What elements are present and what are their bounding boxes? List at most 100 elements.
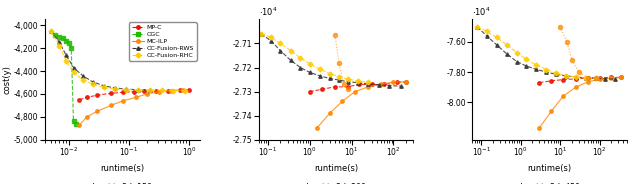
Line: MP-C: MP-C: [77, 89, 191, 101]
MP-C: [119, 91, 127, 93]
CC-Fusion-RWS: [474, 26, 481, 28]
CC-Fusion-RHC: [62, 60, 70, 62]
CC-Fusion-RHC: [532, 64, 540, 66]
CC-Fusion-RHC: [552, 72, 560, 74]
MC-ILP: [559, 95, 567, 97]
Line: CGC: CGC: [54, 34, 77, 125]
CC-Fusion-RWS: [100, 85, 108, 87]
MP-C: [536, 82, 543, 84]
MP-C: [140, 90, 148, 92]
CC-Fusion-RWS: [335, 79, 343, 81]
CC-Fusion-RHC: [296, 57, 304, 59]
MP-C: [572, 78, 580, 80]
CC-Fusion-RWS: [572, 76, 580, 78]
CC-Fusion-RHC: [326, 72, 333, 75]
CC-Fusion-RWS: [47, 30, 54, 32]
CC-Fusion-RWS: [56, 41, 63, 43]
MC-ILP: [536, 127, 543, 129]
CC-Fusion-RWS: [522, 65, 530, 67]
MC-ILP: [179, 89, 187, 91]
CC-Fusion-RWS: [296, 66, 304, 69]
CC-Fusion-RWS: [562, 75, 570, 77]
CC-Fusion-RHC: [582, 77, 589, 79]
CC-Fusion-RWS: [513, 60, 520, 63]
CC-Fusion-RWS: [592, 77, 600, 79]
MP-C: [164, 89, 172, 92]
MC-ILP: [547, 110, 555, 112]
MC-ILP: [313, 127, 321, 129]
CC-Fusion-RWS: [317, 75, 324, 77]
CC-Fusion-RWS: [257, 33, 265, 35]
CC-Fusion-RHC: [317, 68, 324, 71]
MC-ILP: [107, 104, 115, 107]
CC-Fusion-RWS: [602, 78, 609, 80]
Line: CC-Fusion-RHC: CC-Fusion-RHC: [260, 32, 370, 84]
Line: MP-C: MP-C: [538, 76, 623, 84]
Y-axis label: cost(y): cost(y): [2, 65, 11, 94]
MP-C: [185, 89, 193, 91]
Line: MC-ILP: MC-ILP: [316, 80, 408, 130]
CC-Fusion-RHC: [562, 75, 570, 77]
Line: CC-Fusion-RWS: CC-Fusion-RWS: [260, 32, 403, 88]
CC-Fusion-RHC: [56, 45, 63, 47]
MC-ILP: [584, 81, 591, 83]
CC-Fusion-RWS: [552, 73, 560, 75]
CC-Fusion-RWS: [111, 87, 118, 89]
CC-Fusion-RHC: [268, 36, 275, 38]
MP-C: [76, 99, 83, 101]
CC-Fusion-RHC: [111, 88, 118, 90]
CC-Fusion-RWS: [375, 84, 383, 86]
CC-Fusion-RWS: [503, 53, 511, 55]
CGC: [52, 34, 60, 37]
CC-Fusion-RHC: [493, 36, 500, 38]
CC-Fusion-RWS: [326, 77, 333, 79]
CC-Fusion-RWS: [134, 89, 141, 91]
X-axis label: runtime(s): runtime(s): [314, 164, 358, 173]
MC-ILP: [377, 83, 385, 86]
MC-ILP: [326, 112, 333, 114]
CC-Fusion-RWS: [354, 82, 362, 84]
CC-Fusion-RHC: [592, 77, 600, 79]
MP-C: [393, 81, 401, 83]
X-axis label: runtime(s): runtime(s): [100, 164, 144, 173]
MC-ILP: [364, 86, 372, 88]
CGC: [62, 40, 70, 42]
MP-C: [617, 76, 625, 78]
CC-Fusion-RWS: [397, 85, 404, 87]
CC-Fusion-RHC: [170, 89, 177, 92]
MP-C: [176, 89, 184, 91]
CC-Fusion-RHC: [181, 90, 189, 92]
Title: knott-3d-150: knott-3d-150: [92, 183, 152, 184]
CC-Fusion-RHC: [354, 80, 362, 82]
CC-Fusion-RWS: [493, 44, 500, 46]
CC-Fusion-RHC: [100, 86, 108, 89]
CGC: [70, 120, 77, 123]
CC-Fusion-RWS: [582, 77, 589, 79]
Line: CC-Fusion-RHC: CC-Fusion-RHC: [49, 29, 187, 92]
MP-C: [559, 79, 567, 81]
CC-Fusion-RWS: [344, 80, 351, 83]
Title: knott-3d-450: knott-3d-450: [520, 183, 580, 184]
Line: MP-C: MP-C: [308, 80, 408, 93]
CC-Fusion-RWS: [532, 68, 540, 70]
CC-Fusion-RHC: [335, 76, 343, 78]
CC-Fusion-RHC: [572, 76, 580, 78]
MC-ILP: [76, 124, 83, 126]
CC-Fusion-RWS: [268, 40, 275, 42]
MP-C: [547, 80, 555, 82]
MP-C: [152, 90, 159, 92]
MC-ILP: [339, 100, 346, 102]
MP-C: [584, 77, 591, 79]
CC-Fusion-RWS: [70, 66, 77, 69]
CC-Fusion-RHC: [513, 51, 520, 54]
CGC: [72, 123, 79, 125]
MP-C: [306, 91, 314, 93]
MP-C: [344, 86, 351, 88]
MP-C: [596, 77, 604, 79]
MC-ILP: [572, 86, 580, 88]
MP-C: [93, 94, 101, 96]
CC-Fusion-RHC: [287, 50, 294, 52]
CC-Fusion-RHC: [474, 26, 481, 28]
CGC: [67, 47, 75, 49]
Line: CC-Fusion-RWS: CC-Fusion-RWS: [476, 25, 617, 81]
